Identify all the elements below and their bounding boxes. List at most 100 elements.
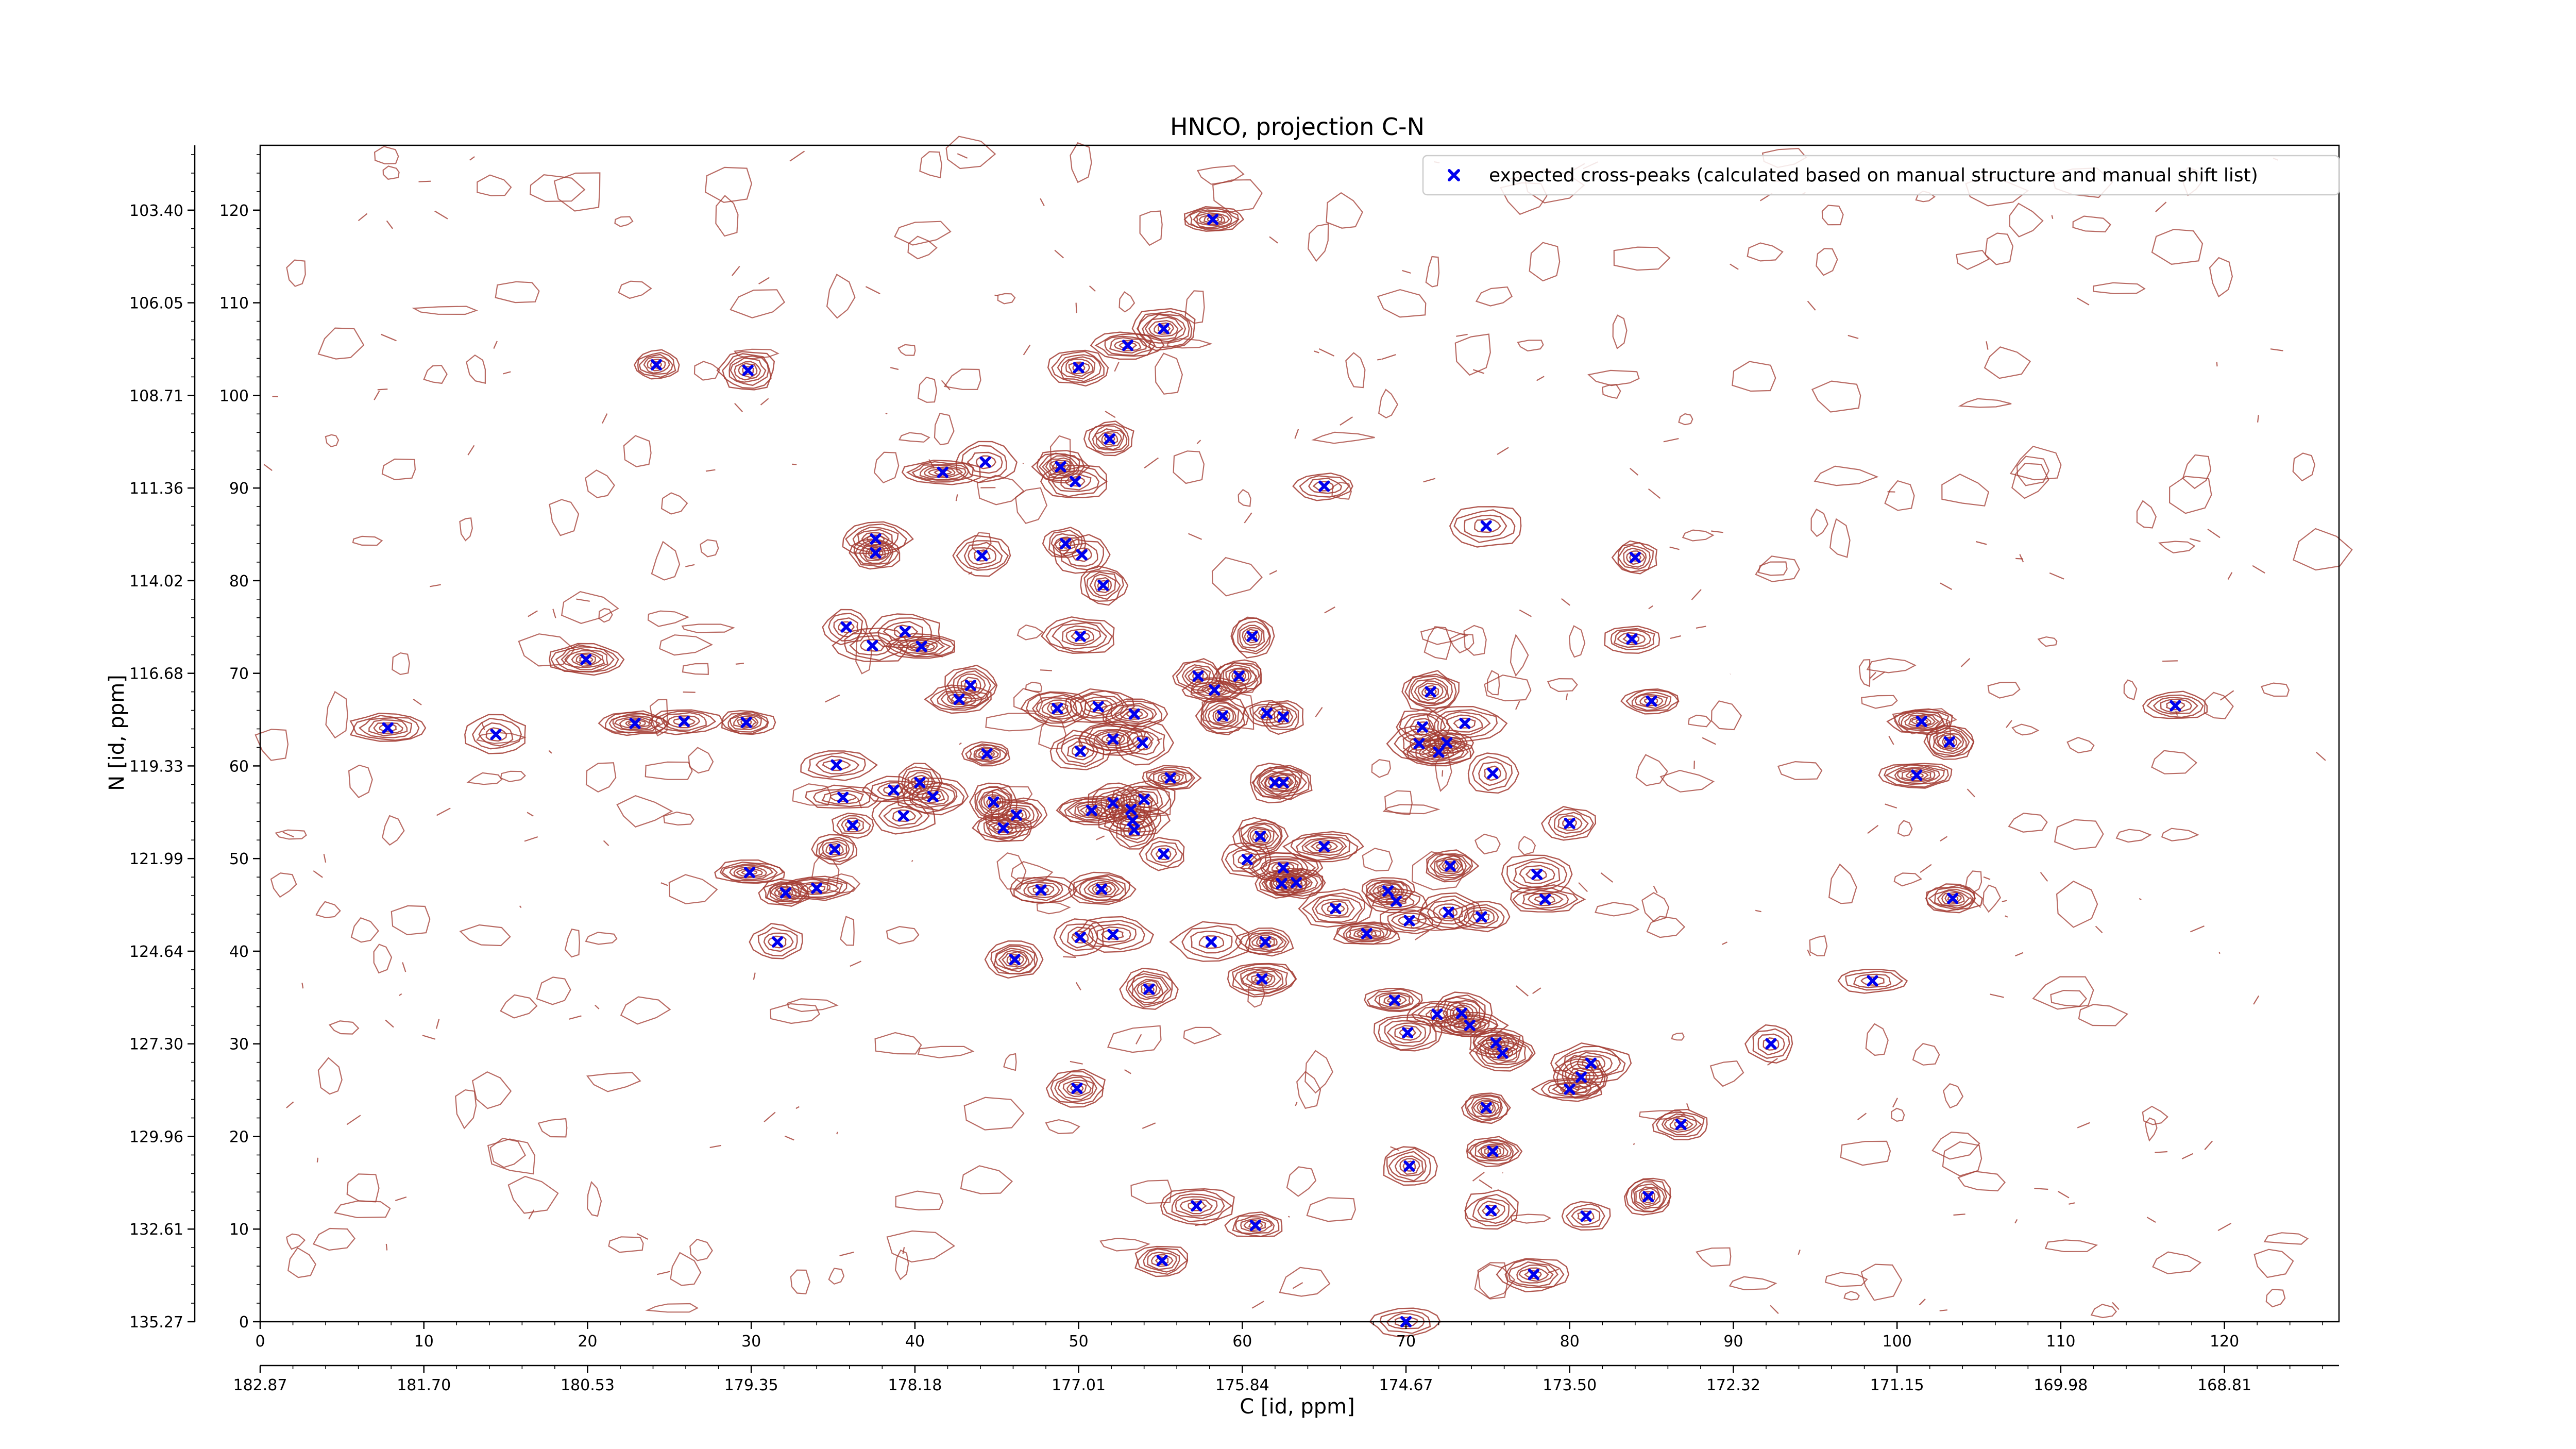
noise-contour	[553, 172, 601, 212]
peak-contour	[1083, 570, 1124, 602]
peak-marker	[1539, 894, 1551, 905]
y-index-tick-label: 100	[219, 387, 249, 405]
noise-contour	[1866, 658, 1917, 673]
noise-contour	[2056, 880, 2098, 928]
peak-marker-x	[1416, 721, 1428, 733]
noise-contour	[1201, 689, 1255, 730]
noise-contour	[608, 1236, 644, 1253]
noise-contour	[2217, 1222, 2232, 1232]
peak-contour	[1050, 1071, 1105, 1105]
noise-contour	[374, 390, 380, 400]
peak-contour	[1244, 629, 1260, 644]
peak-contour	[1193, 210, 1232, 229]
noise-contour	[1825, 1272, 1868, 1287]
noise-contour	[2257, 415, 2259, 423]
peak-marker	[1261, 707, 1273, 719]
peak-contour	[1253, 705, 1280, 721]
peak-contour	[1131, 975, 1169, 1003]
noise-contour	[1114, 362, 1120, 372]
peak-contour	[1402, 737, 1475, 767]
peak-contour	[716, 351, 775, 391]
noise-contour	[2011, 723, 2040, 736]
peak-marker	[580, 653, 592, 665]
peak-marker	[1104, 433, 1115, 445]
noise-contour	[1747, 242, 1784, 262]
peak-contour	[1150, 845, 1177, 863]
noise-contour	[1010, 861, 1054, 885]
peak-marker-x	[1074, 630, 1086, 642]
noise-contour	[2151, 750, 2197, 774]
noise-contour	[1755, 909, 1761, 913]
noise-contour	[598, 608, 613, 623]
noise-contour	[683, 691, 696, 693]
peak-contour	[638, 353, 673, 375]
noise-contour	[1857, 1113, 1867, 1120]
noise-contour	[1578, 882, 1588, 892]
peak-contour	[927, 468, 956, 477]
noise-contour	[1686, 1103, 1690, 1110]
peak-contour	[978, 788, 1010, 816]
peak-contour	[1311, 895, 1363, 923]
peak-contour	[1479, 1040, 1527, 1066]
noise-contour	[1423, 478, 1436, 483]
peak-marker-x	[1261, 707, 1273, 719]
peak-contour	[1884, 764, 1949, 788]
peak-contour	[1258, 770, 1292, 795]
peak-contour	[763, 932, 794, 952]
peak-contour	[1249, 828, 1272, 844]
peak-marker	[1400, 1316, 1412, 1327]
noise-contour	[2037, 636, 2058, 647]
peak-contour	[1519, 865, 1555, 884]
noise-contour	[1872, 671, 1885, 681]
noise-contour	[1885, 803, 1897, 809]
peak-contour	[1190, 931, 1233, 954]
noise-contour	[917, 1046, 975, 1058]
peak-contour	[1104, 335, 1153, 356]
noise-contour	[455, 1089, 477, 1130]
peak-contour	[738, 363, 758, 378]
noise-contour	[1423, 626, 1452, 660]
noise-contour	[623, 435, 652, 467]
noise-contour	[1807, 949, 1811, 956]
peak-contour	[854, 539, 894, 565]
peak-contour	[1014, 879, 1063, 901]
peak-contour	[655, 711, 717, 733]
peak-contour	[1401, 670, 1460, 713]
peak-marker-x	[1443, 906, 1454, 918]
peak-contour	[1512, 887, 1579, 911]
peak-contour	[1145, 840, 1183, 868]
peak-marker-x	[847, 819, 859, 831]
peak-marker-x	[1158, 323, 1170, 334]
peak-contour	[1052, 470, 1100, 492]
noise-contour	[548, 750, 552, 754]
peak-contour	[1301, 892, 1365, 924]
noise-contour	[2145, 1117, 2158, 1142]
noise-contour	[911, 860, 913, 862]
noise-contour	[1183, 1026, 1222, 1044]
peak-marker	[1158, 848, 1170, 860]
peak-marker-x	[1269, 777, 1281, 788]
peak-marker	[1097, 579, 1109, 591]
peak-marker-x	[1947, 892, 1959, 904]
peak-marker-x	[981, 748, 993, 760]
noise-contour	[352, 535, 383, 546]
peak-marker	[1528, 1269, 1539, 1280]
noise-contour	[1313, 350, 1319, 353]
peak-contour	[897, 638, 945, 655]
peak-marker-x	[1361, 928, 1372, 939]
peak-contour	[1464, 1193, 1517, 1226]
peak-marker	[927, 790, 939, 802]
peak-contour	[1160, 1188, 1235, 1226]
noise-contour	[1798, 1250, 1801, 1255]
noise-contour	[536, 976, 571, 1005]
peak-contour	[1079, 878, 1125, 901]
noise-contour	[960, 1165, 1013, 1194]
noise-contour	[1188, 533, 1202, 540]
noise-contour	[1425, 256, 1440, 288]
peak-marker	[1207, 213, 1219, 225]
noise-contour	[1865, 1023, 1889, 1056]
noise-contour	[2112, 1302, 2120, 1310]
noise-contour	[2051, 215, 2054, 219]
peak-contour	[1434, 855, 1467, 877]
peak-contour	[1062, 1080, 1092, 1098]
